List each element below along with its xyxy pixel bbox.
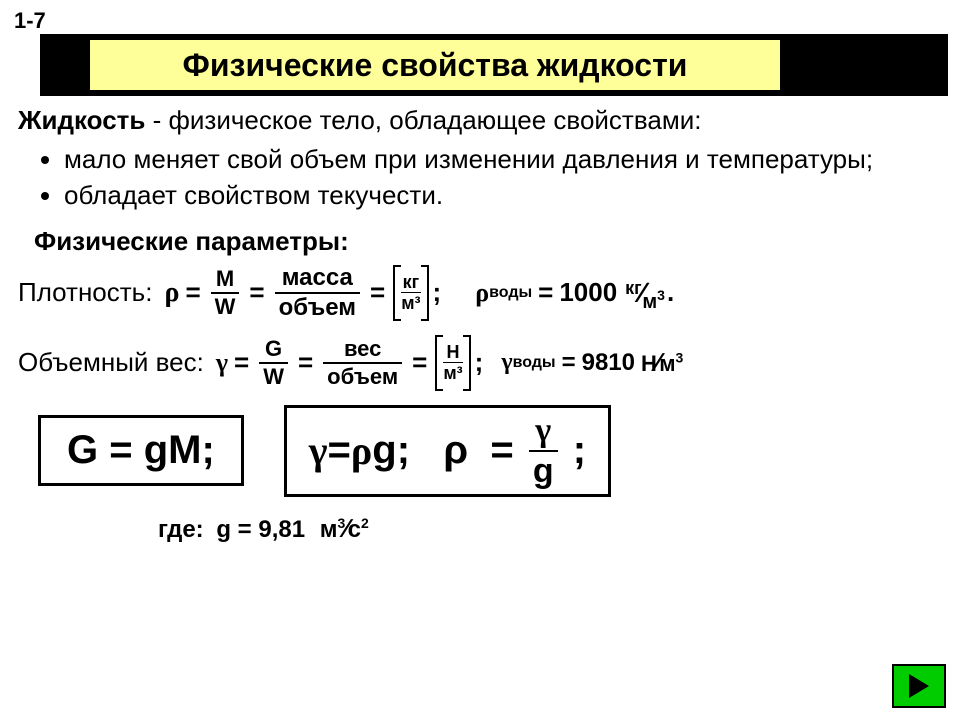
- water-subscript: воды: [489, 284, 532, 302]
- slide-title: Физические свойства жидкости: [90, 40, 780, 90]
- rho-equals: ρ =: [410, 428, 525, 473]
- gamma-symbol: γ: [216, 348, 228, 378]
- density-water-unit: кг∕м3: [625, 277, 665, 309]
- rho-water-symbol: ρ: [475, 278, 489, 308]
- formula-boxes: G = gM; γ = ρg; ρ = γ g ;: [38, 405, 942, 497]
- definition-line: Жидкость - физическое тело, обладающее с…: [18, 104, 942, 137]
- unit-top: кг: [403, 273, 420, 292]
- semicolon: ;: [562, 428, 586, 473]
- content-area: Жидкость - физическое тело, обладающее с…: [18, 104, 942, 544]
- frac-bot: объем: [323, 362, 402, 388]
- density-row: Плотность: ρ = M W = масса объем = кг м³…: [18, 265, 942, 321]
- frac-weight-vol: вес объем: [323, 338, 402, 388]
- frac-bot: объем: [275, 292, 360, 320]
- frac-bot: g: [529, 450, 558, 488]
- equals: =: [538, 277, 553, 308]
- rho: ρ: [351, 427, 372, 474]
- period: .: [667, 277, 674, 308]
- equals: =: [562, 349, 576, 377]
- gamma: γ: [309, 427, 328, 474]
- unit-top: Н: [447, 343, 460, 362]
- frac-m-w: M W: [211, 268, 240, 318]
- next-button[interactable]: [892, 664, 946, 708]
- definition-term: Жидкость: [18, 105, 145, 135]
- list-item: мало меняет свой объем при изменении дав…: [64, 143, 942, 176]
- list-item: обладает свойством текучести.: [64, 179, 942, 212]
- where-label: где:: [158, 516, 204, 543]
- spweight-water-unit: Н∕м3: [641, 347, 683, 378]
- specific-weight-row: Объемный вес: γ = G W = вес объем = Н м³…: [18, 335, 942, 391]
- page-number: 1-7: [14, 8, 46, 34]
- where-line: где: g = 9,81 м3∕с2: [158, 513, 942, 544]
- unit-bracket: Н м³: [435, 335, 470, 391]
- equals: =: [370, 277, 385, 308]
- play-icon: [909, 674, 929, 698]
- water-subscript: воды: [513, 354, 556, 372]
- frac-gamma-g: γ g: [529, 414, 558, 488]
- frac-top: масса: [278, 266, 357, 292]
- bullet-list: мало меняет свой объем при изменении дав…: [18, 143, 942, 212]
- frac-bot: W: [211, 292, 240, 318]
- g-text: g;: [372, 428, 410, 473]
- density-water-value: 1000: [559, 277, 617, 308]
- semicolon: ;: [433, 277, 442, 308]
- equals: =: [298, 347, 313, 378]
- equals: =: [234, 347, 249, 378]
- equals: =: [249, 277, 264, 308]
- parameters-heading: Физические параметры:: [34, 226, 942, 257]
- frac-top: вес: [340, 338, 385, 362]
- frac-top: M: [212, 268, 238, 292]
- frac-mass-vol: масса объем: [275, 266, 360, 320]
- equals: =: [185, 277, 200, 308]
- frac-top: γ: [531, 414, 555, 450]
- unit-bot: м³: [401, 292, 420, 312]
- density-label: Плотность:: [18, 277, 152, 308]
- unit-bot: м³: [443, 362, 462, 382]
- definition-rest: - физическое тело, обладающее свойствами…: [145, 105, 701, 135]
- equals: =: [412, 347, 427, 378]
- gamma-water-symbol: γ: [501, 349, 512, 376]
- frac-bot: W: [259, 362, 288, 388]
- frac-top: G: [261, 338, 286, 362]
- spweight-label: Объемный вес:: [18, 347, 204, 378]
- semicolon: ;: [475, 347, 484, 378]
- formula-box-2: γ = ρg; ρ = γ g ;: [284, 405, 611, 497]
- equals: =: [328, 428, 351, 473]
- unit-bracket: кг м³: [393, 265, 428, 321]
- where-g-value: g = 9,81: [216, 516, 305, 543]
- frac-g-w: G W: [259, 338, 288, 388]
- spweight-water-value: 9810: [582, 349, 635, 377]
- where-unit: м3∕с2: [320, 516, 369, 543]
- formula-box-1: G = gM;: [38, 415, 244, 486]
- rho-symbol: ρ: [164, 277, 179, 309]
